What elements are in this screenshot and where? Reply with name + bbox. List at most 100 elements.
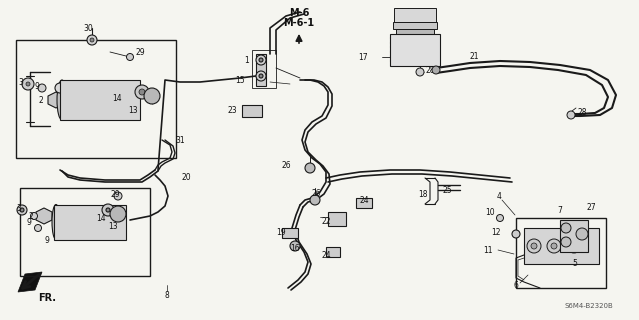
Text: 24: 24 xyxy=(322,252,332,260)
Text: 14: 14 xyxy=(96,213,105,222)
Text: 26: 26 xyxy=(282,161,291,170)
Circle shape xyxy=(38,84,46,92)
Bar xyxy=(516,218,606,288)
Circle shape xyxy=(26,82,30,86)
Polygon shape xyxy=(18,272,42,292)
Text: 11: 11 xyxy=(483,245,493,254)
Circle shape xyxy=(17,205,27,215)
Circle shape xyxy=(305,163,315,173)
Text: 2: 2 xyxy=(38,95,43,105)
Text: 9: 9 xyxy=(26,218,31,227)
Text: 12: 12 xyxy=(491,228,500,236)
Text: 9: 9 xyxy=(44,236,49,244)
Circle shape xyxy=(90,38,94,42)
Bar xyxy=(242,105,262,117)
Circle shape xyxy=(512,230,520,238)
Circle shape xyxy=(571,243,577,249)
Text: 10: 10 xyxy=(485,207,495,217)
Circle shape xyxy=(259,74,263,78)
Circle shape xyxy=(576,228,588,240)
Text: 18: 18 xyxy=(418,189,427,198)
Circle shape xyxy=(20,208,24,212)
Bar xyxy=(54,205,126,240)
Circle shape xyxy=(87,35,97,45)
Text: 28: 28 xyxy=(426,66,436,75)
Bar xyxy=(393,22,437,29)
Circle shape xyxy=(55,83,65,93)
Circle shape xyxy=(561,223,571,233)
Bar xyxy=(60,80,140,120)
Bar xyxy=(16,40,176,158)
Text: 29: 29 xyxy=(136,47,146,57)
Text: M-6: M-6 xyxy=(289,8,309,18)
Text: 24: 24 xyxy=(360,196,369,204)
Text: 13: 13 xyxy=(108,221,118,230)
Text: 8: 8 xyxy=(165,291,169,300)
Circle shape xyxy=(114,192,122,200)
Bar xyxy=(20,188,150,276)
Text: 25: 25 xyxy=(443,186,452,195)
Text: 26: 26 xyxy=(312,188,321,197)
Text: 4: 4 xyxy=(497,191,502,201)
Bar xyxy=(394,8,436,22)
Text: 9: 9 xyxy=(68,82,73,91)
Text: 20: 20 xyxy=(182,172,192,181)
Circle shape xyxy=(310,195,320,205)
Ellipse shape xyxy=(57,80,67,120)
Bar xyxy=(560,220,588,252)
Circle shape xyxy=(31,212,38,220)
Text: 3: 3 xyxy=(18,77,23,86)
Text: 15: 15 xyxy=(235,76,245,84)
Circle shape xyxy=(567,111,575,119)
Text: 30: 30 xyxy=(83,23,93,33)
Circle shape xyxy=(290,241,300,251)
Text: 21: 21 xyxy=(470,52,479,60)
Circle shape xyxy=(102,204,114,216)
Circle shape xyxy=(35,225,42,231)
Text: 14: 14 xyxy=(112,93,121,102)
Text: 27: 27 xyxy=(587,203,597,212)
Text: 19: 19 xyxy=(276,228,286,236)
Text: M-6-1: M-6-1 xyxy=(284,18,314,28)
Text: FR.: FR. xyxy=(38,293,56,303)
Circle shape xyxy=(416,68,424,76)
Circle shape xyxy=(547,239,561,253)
Circle shape xyxy=(259,58,263,62)
Bar xyxy=(256,54,266,86)
Text: 2: 2 xyxy=(28,212,33,220)
Text: 13: 13 xyxy=(128,106,137,115)
Circle shape xyxy=(144,88,160,104)
Bar xyxy=(356,198,372,208)
Circle shape xyxy=(561,237,571,247)
Circle shape xyxy=(256,55,266,65)
Text: S6M4-B2320B: S6M4-B2320B xyxy=(565,303,613,309)
Circle shape xyxy=(551,243,557,249)
Bar xyxy=(252,50,276,88)
Circle shape xyxy=(531,243,537,249)
Bar xyxy=(326,247,340,257)
Text: 22: 22 xyxy=(322,217,332,226)
Bar xyxy=(328,212,346,226)
Circle shape xyxy=(135,85,149,99)
Bar xyxy=(396,29,434,34)
Text: 5: 5 xyxy=(572,260,577,268)
Text: 23: 23 xyxy=(228,106,238,115)
Text: 7: 7 xyxy=(557,205,562,214)
Circle shape xyxy=(432,66,440,74)
Circle shape xyxy=(127,53,134,60)
Circle shape xyxy=(527,239,541,253)
Circle shape xyxy=(256,71,266,81)
Text: 9: 9 xyxy=(34,82,39,91)
Bar xyxy=(390,34,440,66)
Circle shape xyxy=(106,208,110,212)
Text: 28: 28 xyxy=(578,108,587,116)
Ellipse shape xyxy=(52,204,60,239)
Polygon shape xyxy=(36,208,52,224)
Bar xyxy=(524,228,599,264)
Text: 31: 31 xyxy=(175,135,185,145)
Text: 17: 17 xyxy=(358,52,368,61)
Circle shape xyxy=(139,89,145,95)
Circle shape xyxy=(22,78,34,90)
Polygon shape xyxy=(48,92,64,108)
Circle shape xyxy=(110,206,126,222)
